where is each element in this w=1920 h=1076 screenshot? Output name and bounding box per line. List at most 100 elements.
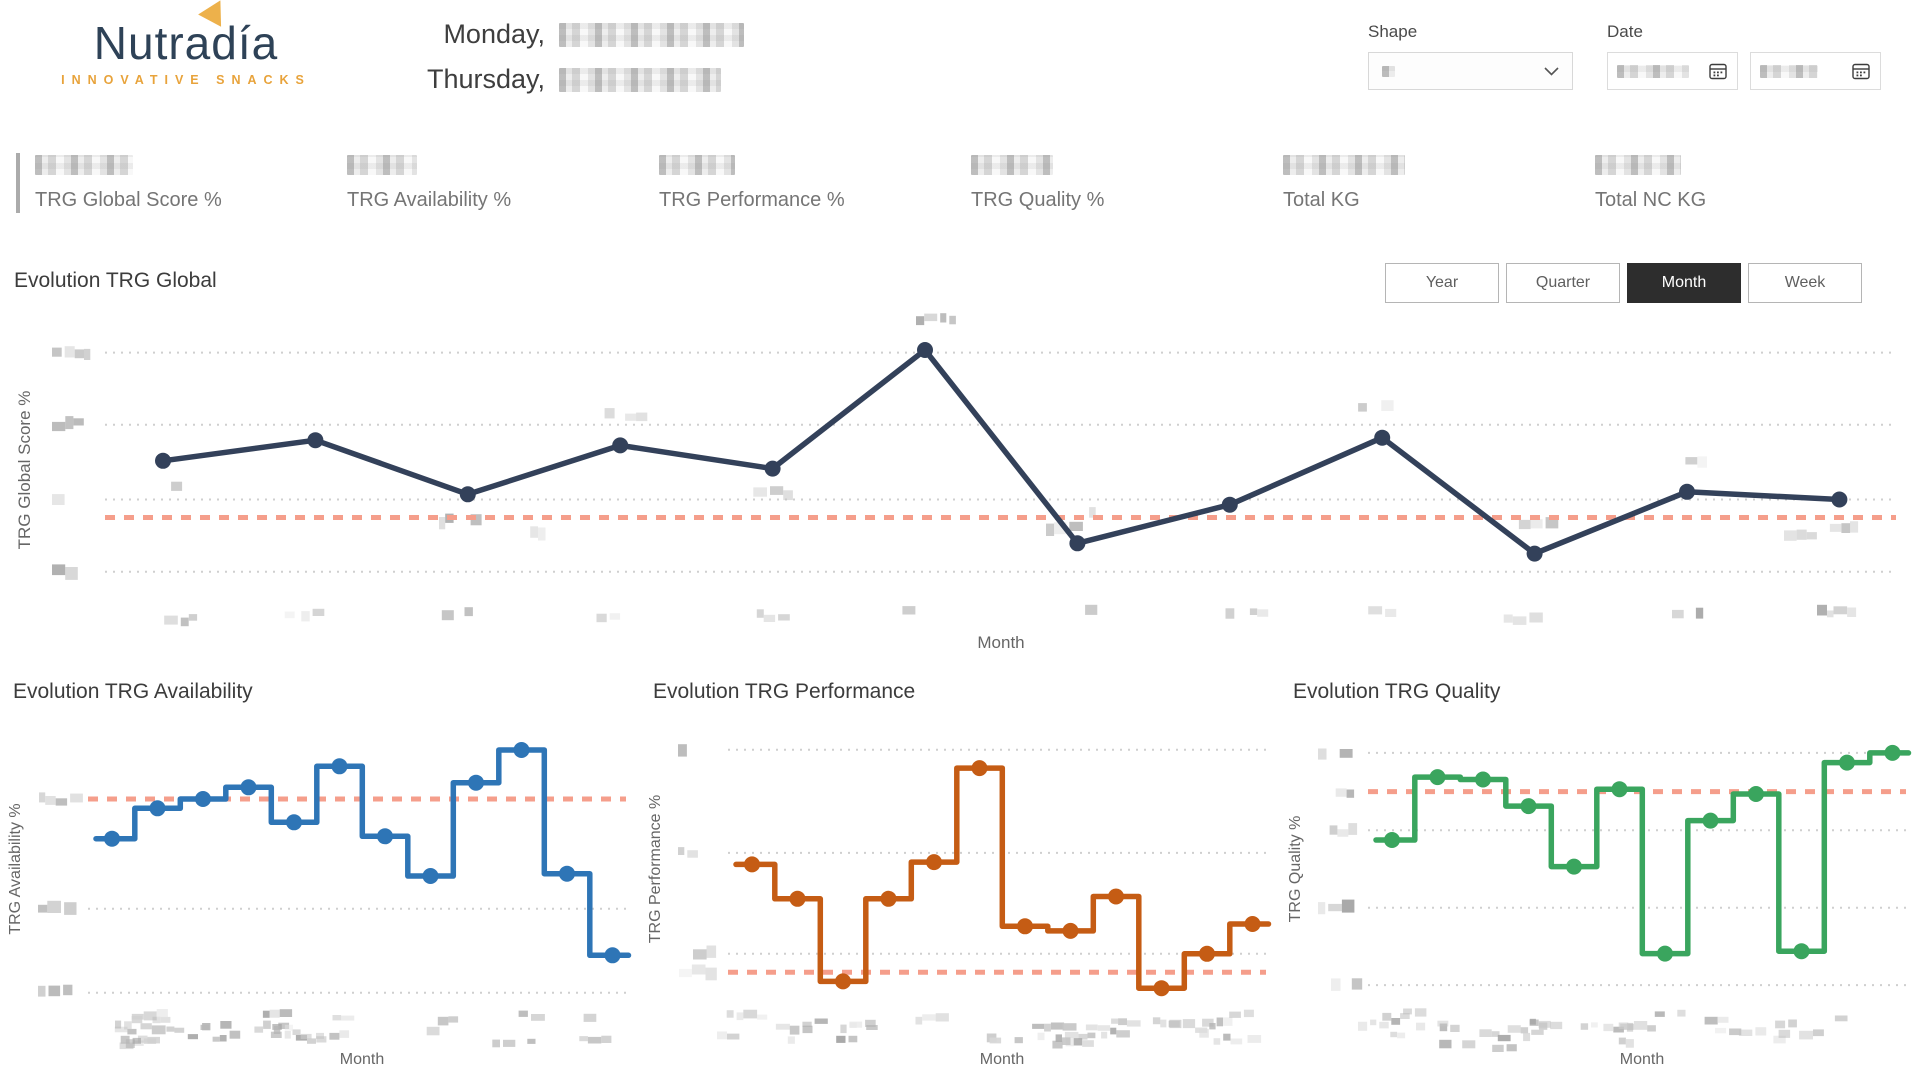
redacted-label	[1318, 748, 1327, 760]
date-start-input[interactable]	[1607, 52, 1738, 90]
redacted-label	[678, 744, 687, 757]
trg_performance-data-point[interactable]	[1244, 916, 1261, 932]
kpi-trg-global-score[interactable]: TRG Global Score %	[35, 155, 347, 212]
trg_quality-data-point[interactable]	[1657, 945, 1673, 962]
trg_availability-data-point[interactable]	[149, 800, 166, 817]
redacted-label	[915, 1016, 923, 1025]
redacted-label	[187, 1034, 198, 1040]
trg_availability-data-point[interactable]	[240, 779, 257, 796]
redacted-label	[1618, 1022, 1629, 1029]
trg_global-data-point[interactable]	[1374, 429, 1391, 446]
trg_availability-data-point[interactable]	[104, 830, 120, 847]
trg_global-data-point[interactable]	[307, 432, 324, 449]
redacted-label	[1370, 1019, 1377, 1026]
trg_performance-data-point[interactable]	[744, 856, 760, 873]
kpi-strip: TRG Global Score % TRG Availability % TRG …	[35, 155, 1907, 212]
trg_performance-data-point[interactable]	[1017, 918, 1033, 935]
trg_performance-data-point[interactable]	[880, 890, 897, 907]
trg_global-data-point[interactable]	[1679, 483, 1695, 500]
redacted-label	[763, 614, 776, 622]
trg_performance-data-point[interactable]	[971, 760, 988, 777]
kpi-trg-availability[interactable]: TRG Availability %	[347, 155, 659, 212]
trg_quality-data-point[interactable]	[1839, 754, 1855, 771]
date-end-input[interactable]	[1750, 52, 1881, 90]
redacted-label	[48, 985, 61, 997]
trg_performance-data-point[interactable]	[1108, 888, 1124, 905]
kpi-total-kg[interactable]: Total KG	[1283, 155, 1595, 212]
redacted-label	[269, 1009, 280, 1018]
trg_availability-data-point[interactable]	[331, 758, 348, 775]
shape-dropdown[interactable]	[1368, 52, 1573, 90]
period-month-button[interactable]: Month	[1627, 263, 1741, 303]
redacted-label	[1403, 1008, 1412, 1015]
redacted-label	[132, 1037, 141, 1044]
redacted-label	[38, 904, 48, 913]
trg_global-data-point[interactable]	[1069, 535, 1086, 552]
redacted-label	[1052, 1040, 1063, 1049]
trg_performance-data-point[interactable]	[1153, 980, 1170, 997]
redacted-label	[64, 902, 77, 915]
trg_availability-data-point[interactable]	[377, 828, 393, 845]
redacted-label	[814, 1018, 828, 1024]
trg_performance-data-point[interactable]	[1062, 922, 1079, 939]
redacted-label	[52, 494, 65, 505]
redacted-label	[705, 967, 717, 981]
redacted-label	[278, 1022, 290, 1029]
trg_availability-data-point[interactable]	[422, 868, 439, 884]
report-dates: Monday, Thursday,	[412, 12, 744, 102]
trg_availability-data-point[interactable]	[286, 814, 302, 831]
trg_performance-data-point[interactable]	[1199, 945, 1215, 962]
trg_availability-data-point[interactable]	[559, 865, 575, 882]
redacted-label	[1182, 1019, 1196, 1029]
redacted-label	[448, 1016, 459, 1023]
period-year-button[interactable]: Year	[1385, 263, 1499, 303]
trg_availability-data-point[interactable]	[604, 947, 621, 964]
trg_quality-data-point[interactable]	[1429, 769, 1446, 786]
trg_quality-data-point[interactable]	[1566, 858, 1582, 875]
trg_global-data-point[interactable]	[1831, 491, 1848, 508]
redacted-label	[775, 1023, 790, 1030]
date-line-1-label: Monday,	[443, 19, 545, 49]
trg_quality-data-point[interactable]	[1475, 771, 1491, 788]
kpi-trg-quality[interactable]: TRG Quality %	[971, 155, 1283, 212]
trg_global-data-point[interactable]	[459, 486, 476, 503]
trg_global-data-point[interactable]	[1526, 545, 1543, 562]
trg-availability-chart: Month TRG Availability %	[7, 742, 632, 1068]
redacted-label	[1462, 1040, 1476, 1049]
trg_quality-data-point[interactable]	[1384, 832, 1400, 848]
trg_availability-data-point[interactable]	[513, 742, 530, 758]
trg_quality-data-point[interactable]	[1793, 943, 1810, 960]
period-week-button[interactable]: Week	[1748, 263, 1862, 303]
trg_availability-data-point[interactable]	[195, 791, 211, 807]
trg_global-data-point[interactable]	[612, 437, 629, 454]
redacted-label	[279, 1009, 293, 1017]
trg_availability-data-point[interactable]	[468, 774, 484, 791]
redacted-label	[916, 316, 925, 326]
redacted-label	[1397, 1032, 1406, 1039]
trg_quality-data-point[interactable]	[1702, 812, 1719, 829]
redacted-label	[84, 348, 91, 360]
trg_quality-data-point[interactable]	[1520, 798, 1537, 815]
trg_performance-data-point[interactable]	[926, 854, 942, 871]
redacted-label	[1160, 1019, 1167, 1028]
kpi-value-redacted	[1595, 155, 1681, 175]
kpi-trg-performance[interactable]: TRG Performance %	[659, 155, 971, 212]
redacted-label	[171, 481, 183, 491]
trg_performance-data-point[interactable]	[835, 973, 851, 990]
trg_global-data-point[interactable]	[764, 460, 781, 477]
kpi-total-nc-kg[interactable]: Total NC KG	[1595, 155, 1907, 212]
trg_global-data-point[interactable]	[917, 342, 933, 358]
trg_quality-data-point[interactable]	[1884, 744, 1901, 761]
redacted-label	[1439, 1023, 1448, 1032]
kpi-selection-indicator	[16, 153, 20, 213]
trg_performance-data-point[interactable]	[789, 890, 806, 907]
trg_quality-data-point[interactable]	[1748, 786, 1764, 802]
redacted-label	[1346, 789, 1355, 798]
redacted-label	[120, 1035, 130, 1044]
trg_global-data-point[interactable]	[1221, 496, 1238, 513]
trg_global-data-point[interactable]	[155, 452, 171, 469]
brand-name-text: Nutradía	[93, 17, 279, 69]
trg_quality-data-point[interactable]	[1611, 781, 1628, 798]
redacted-label	[1633, 1021, 1648, 1030]
period-quarter-button[interactable]: Quarter	[1506, 263, 1620, 303]
